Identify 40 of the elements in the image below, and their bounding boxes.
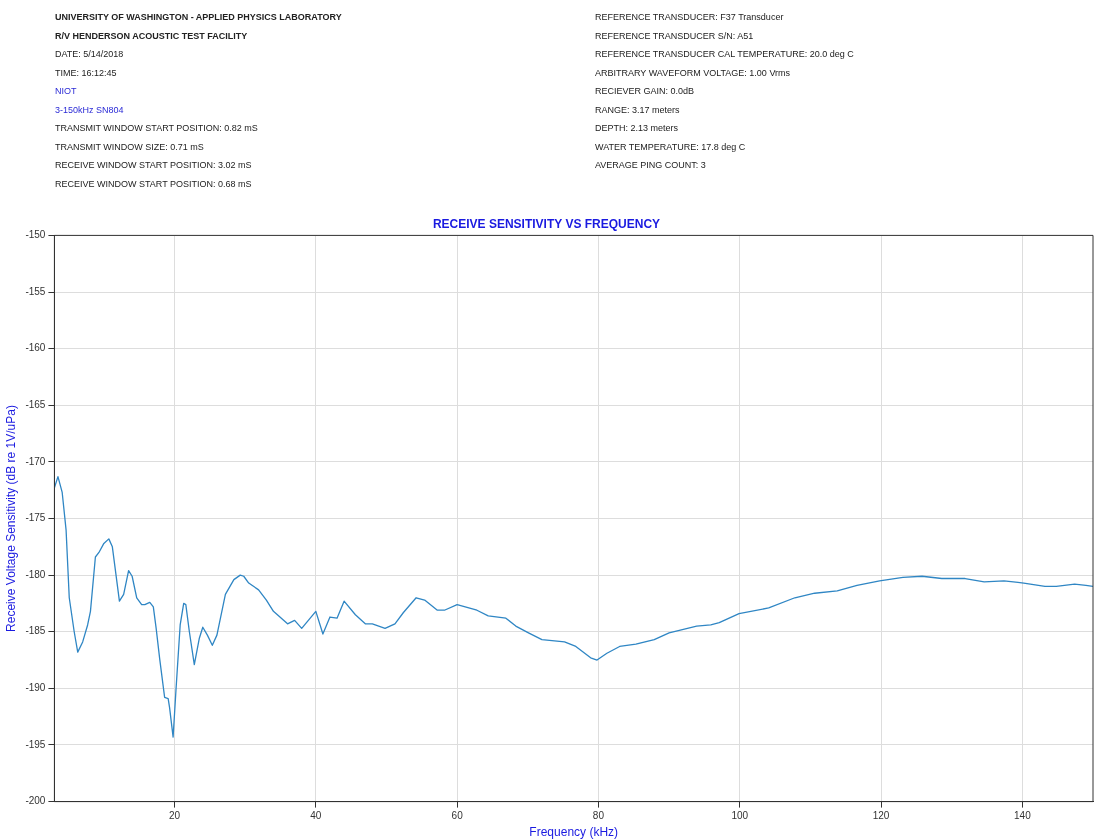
x-tick-label: 60 bbox=[451, 810, 464, 822]
y-tick-label: -180 bbox=[25, 568, 46, 580]
text: REFERENCE TRANSDUCER S/N: A51 bbox=[595, 29, 755, 43]
y-tick-label: -170 bbox=[25, 455, 46, 467]
text: RANGE: 3.17 meters bbox=[595, 103, 681, 117]
text: DATE: 5/14/2018 bbox=[55, 48, 125, 61]
y-tick-label: -175 bbox=[25, 512, 46, 524]
y-tick-label: -190 bbox=[25, 682, 46, 694]
text: RECIEVER GAIN: 0.0dB bbox=[595, 85, 696, 98]
text: 3-150kHz SN804 bbox=[55, 103, 125, 117]
x-tick-label: 20 bbox=[168, 810, 181, 822]
y-tick-label: -155 bbox=[25, 285, 46, 297]
text: AVERAGE PING COUNT: 3 bbox=[595, 159, 707, 172]
x-tick-label: 80 bbox=[592, 810, 605, 822]
text: ARBITRARY WAVEFORM VOLTAGE: 1.00 Vrms bbox=[595, 66, 792, 80]
chart-title: RECEIVE SENSITIVITY VS FREQUENCY bbox=[432, 216, 661, 231]
text: WATER TEMPERATURE: 17.8 deg C bbox=[595, 140, 747, 154]
x-tick-label: 40 bbox=[310, 810, 322, 822]
y-axis-title: Receive Voltage Sensitivity (dB re 1V/uPa) bbox=[3, 405, 18, 632]
text: RECEIVE WINDOW START POSITION: 3.02 mS bbox=[55, 159, 253, 172]
text: TRANSMIT WINDOW START POSITION: 0.82 mS bbox=[55, 122, 259, 135]
x-tick-label: 100 bbox=[731, 810, 749, 822]
y-tick-label: -160 bbox=[25, 342, 46, 354]
text: NIOT bbox=[55, 85, 78, 98]
text: TIME: 16:12:45 bbox=[55, 66, 118, 80]
text: REFERENCE TRANSDUCER: F37 Transducer bbox=[595, 11, 785, 24]
text: DEPTH: 2.13 meters bbox=[595, 122, 680, 135]
text: REFERENCE TRANSDUCER CAL TEMPERATURE: 20.0 deg C bbox=[595, 48, 855, 61]
text: R/V HENDERSON ACOUSTIC TEST FACILITY bbox=[55, 29, 249, 43]
text: TRANSMIT WINDOW SIZE: 0.71 mS bbox=[55, 140, 205, 154]
y-tick-label: -165 bbox=[25, 399, 46, 411]
x-axis-title: Frequency (kHz) bbox=[529, 825, 619, 840]
y-tick-label: -195 bbox=[25, 738, 46, 750]
y-tick-label: -185 bbox=[25, 625, 46, 637]
x-tick-label: 140 bbox=[1014, 810, 1032, 822]
text: UNIVERSITY OF WASHINGTON - APPLIED PHYSICS LABORATORY bbox=[55, 11, 343, 24]
y-tick-label: -200 bbox=[25, 795, 46, 807]
y-tick-label: -150 bbox=[25, 229, 46, 241]
x-tick-label: 120 bbox=[872, 810, 890, 822]
text: RECEIVE WINDOW START POSITION: 0.68 mS bbox=[55, 177, 253, 191]
